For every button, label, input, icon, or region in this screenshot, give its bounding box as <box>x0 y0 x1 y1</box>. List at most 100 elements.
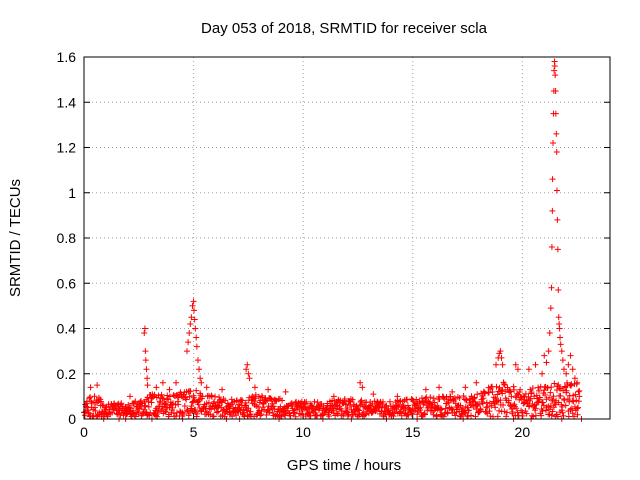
data-point <box>549 207 556 214</box>
data-point <box>487 413 494 420</box>
data-point <box>229 413 236 420</box>
data-point <box>142 357 149 364</box>
data-point <box>251 384 258 391</box>
data-point <box>125 401 132 408</box>
data-point <box>87 384 94 391</box>
data-point <box>560 366 567 373</box>
data-point <box>272 396 279 403</box>
data-point <box>311 406 318 413</box>
data-point <box>215 408 222 415</box>
data-point <box>503 413 510 420</box>
data-point <box>373 407 380 414</box>
data-point <box>488 402 495 409</box>
data-point <box>430 395 437 402</box>
data-point <box>166 386 173 393</box>
data-point <box>561 397 568 404</box>
data-point <box>527 395 534 402</box>
data-point <box>548 384 555 391</box>
data-point <box>539 399 546 406</box>
data-point <box>287 412 294 419</box>
data-point <box>514 366 521 373</box>
data-point <box>546 394 553 401</box>
data-point <box>245 405 252 412</box>
data-point <box>508 393 515 400</box>
data-point <box>436 384 443 391</box>
data-point <box>547 402 554 409</box>
data-point <box>493 383 500 390</box>
data-point <box>279 397 286 404</box>
data-point <box>574 379 581 386</box>
data-point <box>542 392 549 399</box>
data-point <box>185 339 192 346</box>
data-point <box>540 402 547 409</box>
data-point <box>449 388 456 395</box>
data-point <box>198 379 205 386</box>
data-point <box>418 395 425 402</box>
data-point <box>341 396 348 403</box>
data-point <box>404 396 411 403</box>
data-point <box>349 396 356 403</box>
data-point <box>483 399 490 406</box>
data-point <box>180 410 187 417</box>
data-point <box>359 384 366 391</box>
data-point <box>546 330 553 337</box>
data-point <box>563 387 570 394</box>
data-point <box>326 413 333 420</box>
data-point <box>142 403 149 410</box>
data-point <box>109 409 116 416</box>
data-point <box>158 391 165 398</box>
data-point <box>208 406 215 413</box>
data-point <box>552 110 559 117</box>
data-point <box>552 87 559 94</box>
data-point <box>237 407 244 414</box>
data-point <box>519 412 526 419</box>
data-point <box>544 384 551 391</box>
data-point <box>559 403 566 410</box>
data-point <box>390 413 397 420</box>
data-point <box>522 390 529 397</box>
data-point <box>362 411 369 418</box>
data-point <box>574 411 581 418</box>
data-point <box>498 354 505 361</box>
data-point <box>551 380 558 387</box>
data-point <box>153 384 160 391</box>
data-point <box>535 387 542 394</box>
data-point <box>353 402 360 409</box>
data-point <box>500 380 507 387</box>
data-point <box>215 403 222 410</box>
data-point <box>205 399 212 406</box>
data-point <box>330 393 337 400</box>
data-point <box>199 393 206 400</box>
data-point <box>503 409 510 416</box>
data-point <box>489 389 496 396</box>
data-point <box>538 412 545 419</box>
data-point <box>173 379 180 386</box>
data-point <box>379 398 386 405</box>
data-point <box>132 398 139 405</box>
data-point <box>368 409 375 416</box>
data-point <box>91 393 98 400</box>
data-point <box>270 403 277 410</box>
data-point <box>515 391 522 398</box>
x-axis-label: GPS time / hours <box>287 457 401 474</box>
data-point <box>462 384 469 391</box>
data-point <box>499 386 506 393</box>
data-point <box>191 394 198 401</box>
data-point <box>143 366 150 373</box>
data-point <box>183 396 190 403</box>
data-point <box>87 394 94 401</box>
data-point <box>482 390 489 397</box>
data-point <box>86 395 93 402</box>
data-point <box>547 305 554 312</box>
data-point <box>525 366 532 373</box>
data-point <box>556 385 563 392</box>
data-point <box>576 393 583 400</box>
data-point <box>532 412 539 419</box>
data-point <box>474 402 481 409</box>
data-point <box>179 409 186 416</box>
y-tick-label: 0.8 <box>57 230 77 246</box>
data-point <box>222 397 229 404</box>
data-point <box>265 386 272 393</box>
data-point <box>559 357 566 364</box>
data-point <box>186 330 193 337</box>
